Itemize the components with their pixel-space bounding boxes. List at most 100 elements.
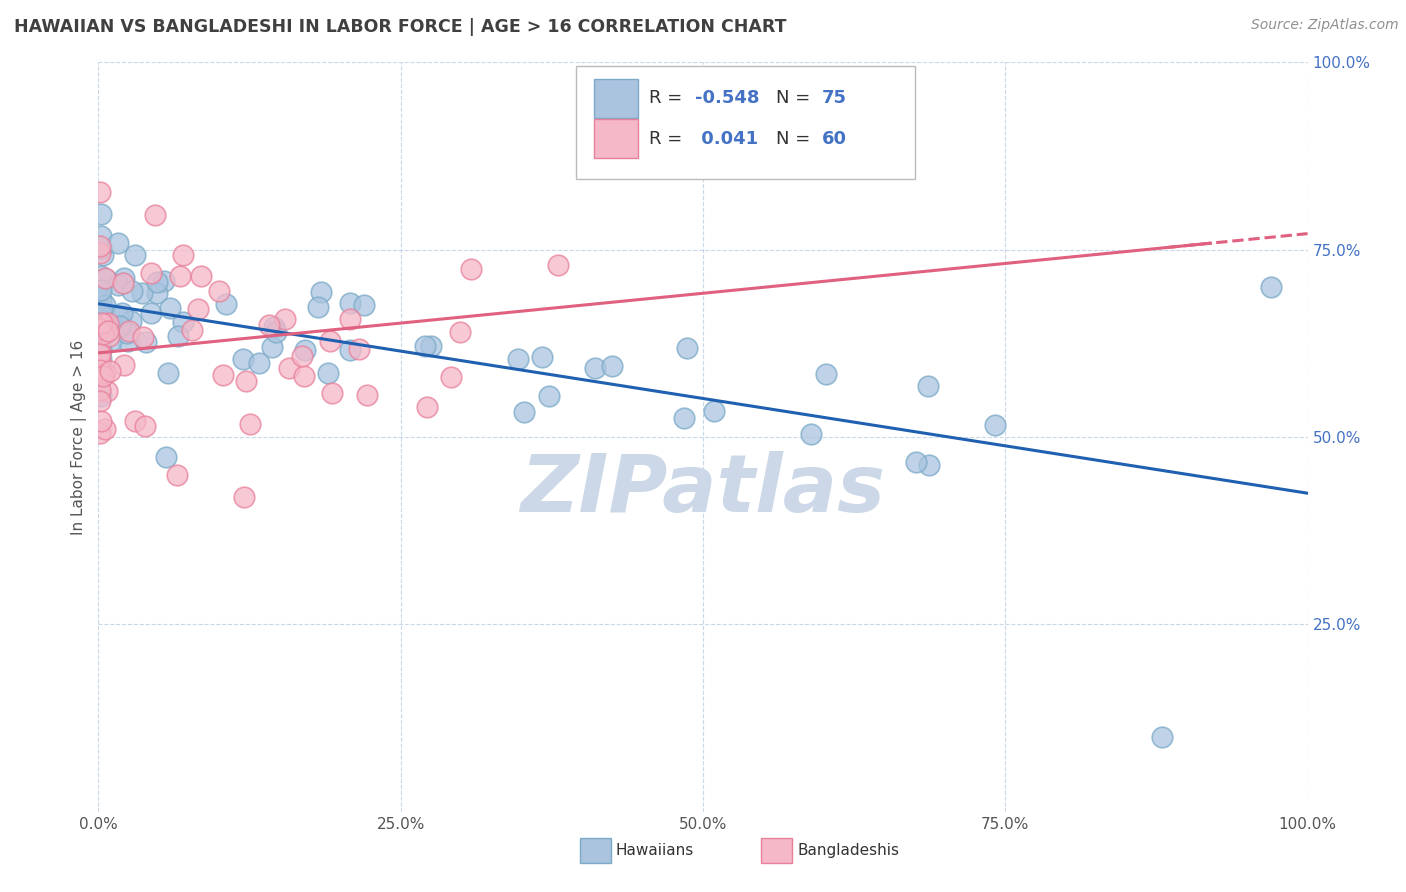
Point: [583, 360, 606, 375]
Point: [90, 414, 112, 428]
Point: [239, 417, 262, 431]
Point: [235, 374, 257, 388]
Point: [89, 363, 111, 377]
Point: [90, 207, 112, 221]
Point: [89, 246, 111, 260]
Point: [190, 268, 212, 283]
Point: [917, 379, 939, 393]
Point: [90, 316, 112, 330]
Point: [96, 384, 118, 398]
Point: [600, 359, 623, 373]
Point: [90, 319, 112, 334]
Point: [356, 388, 378, 402]
Point: [94, 422, 117, 436]
Point: [90, 389, 112, 403]
Point: [107, 236, 129, 251]
Text: Hawaiians: Hawaiians: [616, 843, 695, 858]
Text: N =: N =: [776, 130, 815, 148]
Point: [547, 258, 569, 272]
Point: [232, 351, 254, 366]
Point: [146, 286, 169, 301]
Point: [112, 271, 135, 285]
Point: [93, 310, 115, 324]
Point: [904, 454, 927, 468]
Point: [90, 328, 112, 343]
Point: [90, 294, 112, 309]
Point: [260, 340, 283, 354]
Point: [415, 401, 437, 415]
Point: [91, 248, 114, 262]
Point: [531, 351, 554, 365]
Point: [135, 335, 157, 350]
Point: [291, 349, 314, 363]
Point: [143, 208, 166, 222]
Point: [90, 343, 112, 357]
Point: [278, 360, 301, 375]
Point: [139, 306, 162, 320]
Point: [506, 351, 529, 366]
Point: [124, 248, 146, 262]
Point: [89, 346, 111, 360]
Point: [353, 298, 375, 312]
Point: [307, 300, 329, 314]
Point: [118, 324, 141, 338]
Point: [319, 334, 342, 348]
Point: [349, 342, 371, 356]
Point: [90, 241, 112, 255]
Point: [107, 277, 129, 292]
Point: [121, 284, 143, 298]
Point: [537, 389, 560, 403]
Point: [96, 271, 118, 285]
Text: HAWAIIAN VS BANGLADESHI IN LABOR FORCE | AGE > 16 CORRELATION CHART: HAWAIIAN VS BANGLADESHI IN LABOR FORCE |…: [14, 18, 786, 36]
Point: [339, 311, 361, 326]
Point: [94, 317, 117, 331]
Point: [94, 298, 117, 312]
Point: [90, 269, 112, 284]
Point: [321, 385, 343, 400]
Point: [90, 283, 112, 297]
Point: [440, 369, 463, 384]
Point: [100, 364, 122, 378]
Point: [1152, 730, 1174, 744]
Point: [131, 286, 153, 301]
Point: [166, 467, 188, 482]
Text: Bangladeshis: Bangladeshis: [797, 843, 900, 858]
Point: [159, 301, 181, 316]
Point: [97, 329, 120, 343]
Point: [415, 338, 437, 352]
Point: [89, 353, 111, 368]
Point: [141, 266, 163, 280]
Point: [89, 239, 111, 253]
Point: [752, 145, 775, 160]
Text: -0.548: -0.548: [695, 89, 759, 107]
Text: 60: 60: [821, 130, 846, 148]
Point: [107, 309, 129, 323]
Point: [89, 394, 111, 409]
Point: [676, 341, 699, 355]
Point: [94, 315, 117, 329]
Point: [263, 319, 285, 334]
Point: [134, 418, 156, 433]
Point: [152, 274, 174, 288]
Point: [108, 318, 131, 333]
Point: [107, 318, 129, 333]
Point: [90, 352, 112, 367]
Point: [93, 271, 115, 285]
Point: [274, 312, 297, 326]
Point: [167, 329, 190, 343]
Point: [89, 344, 111, 359]
Point: [124, 414, 146, 428]
Point: [918, 458, 941, 472]
Point: [169, 269, 191, 284]
Point: [157, 367, 180, 381]
Point: [155, 450, 177, 464]
Point: [96, 316, 118, 330]
Text: 0.041: 0.041: [695, 130, 758, 148]
Point: [264, 325, 287, 339]
Point: [181, 322, 204, 336]
Point: [815, 367, 838, 381]
Text: R =: R =: [648, 89, 688, 107]
Point: [215, 296, 238, 310]
Text: N =: N =: [776, 89, 815, 107]
Point: [91, 369, 114, 384]
